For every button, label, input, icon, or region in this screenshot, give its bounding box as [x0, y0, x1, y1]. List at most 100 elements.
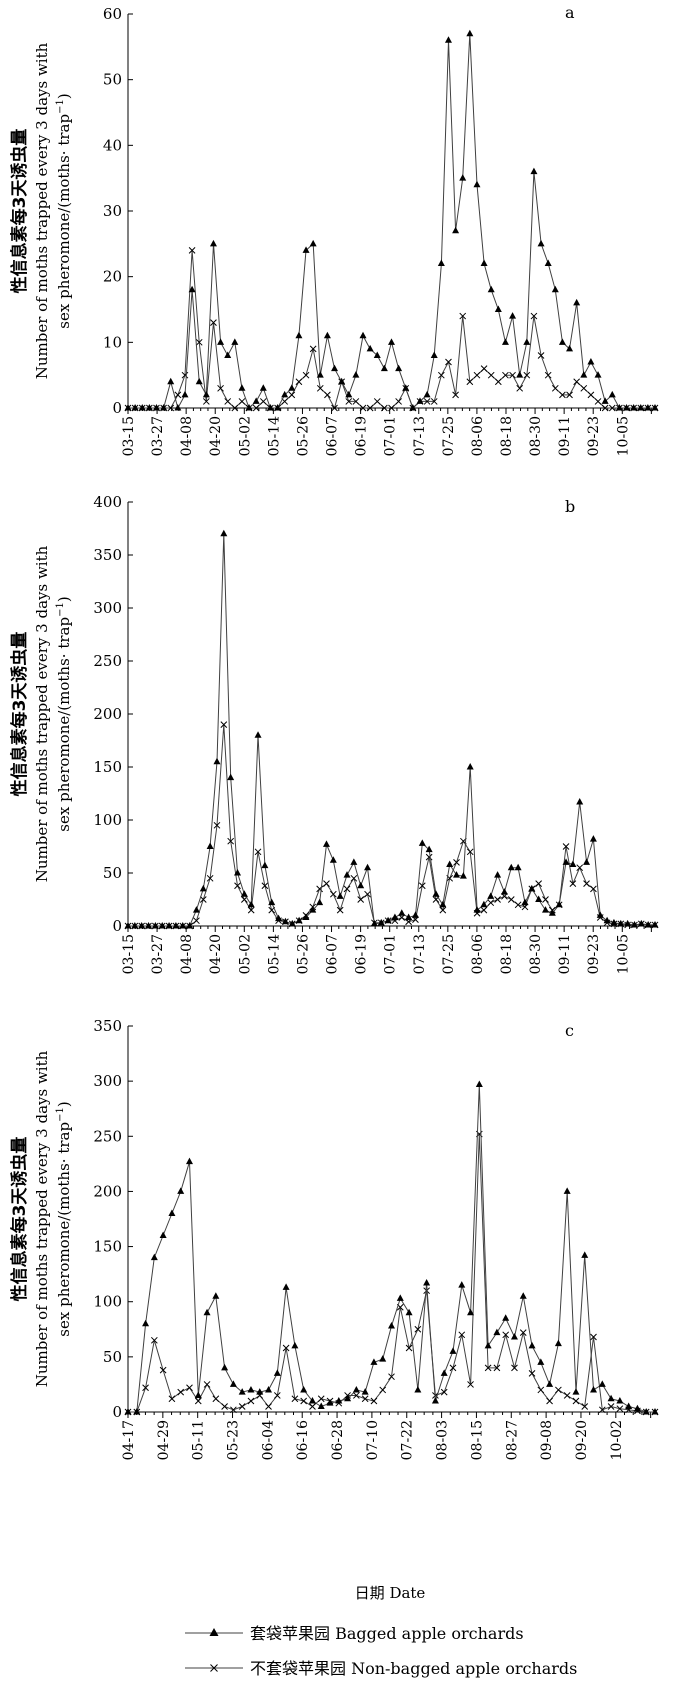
data-point-bagged: [350, 858, 358, 865]
x-tick-label: 04-08: [179, 416, 195, 456]
data-point-bagged: [209, 239, 217, 247]
x-tick-label: 06-19: [354, 416, 370, 456]
data-point-bagged: [537, 239, 545, 247]
y-axis-label: 性信息素每3天诱虫量 Number of moths trapped every …: [9, 42, 73, 379]
data-point-bagged: [521, 898, 529, 906]
data-point-bagged: [398, 909, 406, 916]
y-tick-label: 350: [93, 546, 122, 564]
data-point-nonbagged: [511, 1364, 518, 1372]
x-tick-label: 04-20: [208, 416, 224, 456]
data-point-bagged: [275, 914, 283, 922]
data-point-bagged: [452, 226, 460, 234]
data-point-bagged: [133, 1408, 141, 1415]
data-point-nonbagged: [414, 1325, 422, 1333]
x-tick-label: 07-22: [400, 1420, 416, 1460]
legend-label-bagged: 套袋苹果园 Bagged apple orchards: [250, 1624, 524, 1643]
data-point-nonbagged: [323, 880, 330, 887]
data-point-nonbagged: [608, 404, 616, 412]
data-point-bagged: [473, 906, 481, 913]
data-point-nonbagged: [581, 1403, 589, 1410]
data-point-nonbagged: [309, 1403, 316, 1410]
data-point-bagged: [516, 371, 524, 378]
data-point-nonbagged: [291, 1395, 299, 1403]
x-tick-label: 04-08: [179, 934, 195, 974]
data-point-bagged: [229, 1380, 237, 1387]
data-point-nonbagged: [405, 1344, 413, 1352]
x-tick-label: 07-01: [383, 934, 399, 974]
panel-b: 0 50 100 150 200 250 300 350 400 03-15 03-27 04-08 0…: [9, 493, 659, 974]
data-point-nonbagged: [142, 1384, 149, 1392]
data-point-bagged: [352, 1385, 360, 1393]
data-point-nonbagged: [302, 371, 310, 379]
data-point-bagged: [274, 404, 282, 411]
data-point-nonbagged: [247, 906, 255, 914]
data-point-nonbagged: [350, 874, 358, 882]
data-point-nonbagged: [458, 1331, 466, 1339]
data-point-bagged: [185, 1157, 193, 1165]
x-tick-label: 03-15: [121, 416, 137, 456]
data-point-nonbagged: [381, 404, 388, 412]
x-tick-label: 08-30: [528, 416, 544, 456]
x-tick-label: 04-20: [208, 934, 224, 974]
y-tick-label: 100: [93, 811, 122, 829]
data-point-bagged: [444, 36, 452, 43]
y-label-en-1: Number of moths trapped every 3 days wit…: [33, 42, 51, 379]
data-point-bagged: [601, 397, 609, 404]
y-label-en-sup: −1: [55, 99, 66, 114]
data-point-nonbagged: [566, 391, 573, 399]
data-point-bagged: [598, 1380, 606, 1387]
data-point-bagged: [480, 900, 488, 908]
data-point-bagged: [364, 863, 372, 871]
data-point-nonbagged: [324, 391, 331, 399]
data-point-bagged: [217, 338, 225, 345]
data-point-bagged: [439, 900, 447, 908]
x-tick-label: 07-10: [365, 1420, 381, 1460]
data-point-bagged: [494, 305, 502, 312]
data-point-bagged: [405, 1308, 413, 1316]
y-tick-label: 300: [93, 1072, 122, 1090]
data-point-nonbagged: [494, 378, 502, 386]
data-point-bagged: [651, 920, 659, 928]
data-point-bagged: [510, 1333, 518, 1340]
data-point-nonbagged: [598, 1406, 606, 1414]
y-tick-label: 60: [103, 5, 122, 23]
data-point-nonbagged: [213, 821, 221, 829]
data-point-bagged: [268, 898, 276, 906]
y-tick-label: 30: [103, 202, 122, 220]
y-tick-label: 0: [112, 917, 122, 935]
data-point-bagged: [546, 1380, 554, 1387]
data-point-bagged: [247, 1385, 255, 1393]
data-point-bagged: [608, 390, 616, 398]
x-tick-label: 03-27: [150, 934, 166, 974]
data-point-nonbagged: [616, 1405, 624, 1413]
data-point-nonbagged: [587, 391, 595, 399]
data-point-nonbagged: [259, 398, 267, 405]
data-point-nonbagged: [288, 391, 296, 399]
data-point-nonbagged: [590, 1333, 597, 1341]
data-point-bagged: [555, 900, 563, 908]
data-point-nonbagged: [195, 338, 203, 346]
data-point-bagged: [466, 763, 474, 770]
data-point-bagged: [644, 920, 652, 928]
x-tick-label: 08-06: [470, 416, 486, 456]
data-point-bagged: [617, 919, 625, 927]
data-point-bagged: [238, 384, 246, 391]
y-label-en-close: ): [55, 1101, 73, 1107]
data-point-bagged: [138, 922, 146, 929]
data-point-bagged: [160, 404, 168, 411]
data-point-bagged: [423, 1278, 431, 1286]
y-label-en-2-main: sex pheromone/(moths· trap: [55, 114, 73, 329]
data-point-bagged: [583, 858, 591, 865]
data-point-bagged: [370, 1358, 378, 1365]
data-point-nonbagged: [217, 384, 224, 392]
data-point-bagged: [344, 1394, 352, 1402]
data-point-bagged: [562, 858, 570, 865]
data-point-nonbagged: [212, 1395, 220, 1403]
data-point-bagged: [336, 892, 344, 899]
data-point-bagged: [300, 1385, 308, 1393]
data-point-nonbagged: [601, 404, 609, 412]
data-point-bagged: [580, 371, 588, 378]
data-point-nonbagged: [388, 1373, 395, 1381]
data-point-nonbagged: [514, 901, 522, 909]
data-point-bagged: [220, 529, 228, 537]
